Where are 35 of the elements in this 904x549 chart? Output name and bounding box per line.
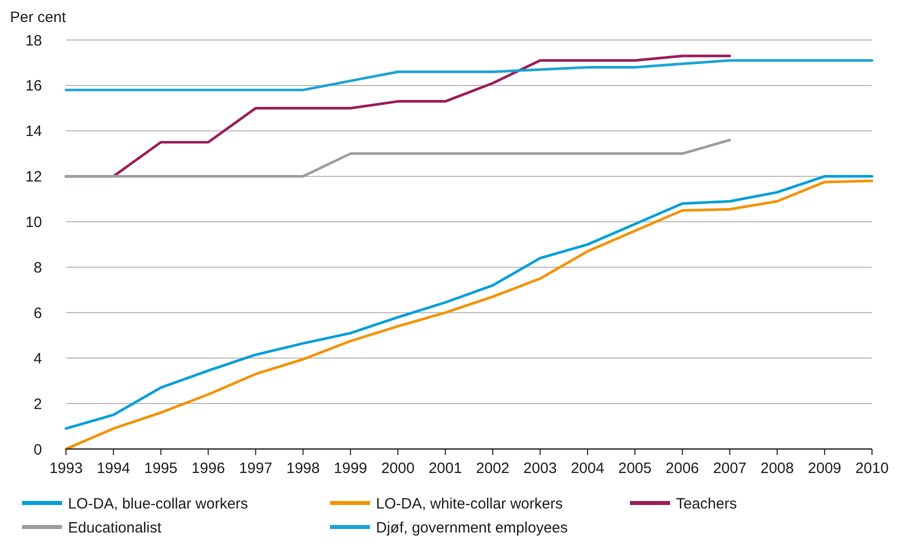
y-tick-label: 4: [34, 350, 42, 368]
legend-label: Djøf, government employees: [376, 519, 568, 536]
x-tick-label: 2008: [760, 460, 794, 477]
x-tick-label: 2004: [570, 460, 604, 477]
x-tick-label: 2009: [808, 460, 842, 477]
y-tick-label: 14: [25, 123, 42, 140]
y-axis-title: Per cent: [10, 9, 67, 26]
line-series: [64, 59, 874, 92]
x-tick-label: 1994: [96, 460, 130, 477]
y-tick-label: 10: [25, 214, 42, 232]
y-tick-label: 6: [34, 304, 42, 322]
x-tick-label: 1999: [334, 460, 368, 477]
x-tick-label: 2005: [618, 460, 652, 477]
x-tick-label: 2000: [381, 460, 415, 477]
x-tick-label: 1997: [238, 460, 272, 477]
x-tick-label: 1993: [49, 460, 83, 477]
x-tick-label: 2002: [476, 460, 510, 477]
legend-label: LO-DA, white-collar workers: [376, 495, 563, 512]
legend-label: LO-DA, blue-collar workers: [68, 495, 248, 512]
y-tick-label: 18: [25, 32, 42, 50]
legend-label: Teachers: [676, 495, 737, 512]
x-tick-label: 1996: [192, 460, 225, 477]
y-tick-label: 0: [34, 441, 42, 458]
x-tick-label: 2003: [523, 460, 557, 477]
legend-label: Educationalist: [68, 519, 162, 536]
x-tick-label: 1995: [144, 460, 178, 477]
x-tick-label: 1998: [286, 460, 320, 477]
y-tick-label: 8: [34, 259, 42, 276]
x-tick-label: 2001: [428, 460, 462, 477]
y-tick-label: 2: [34, 396, 42, 413]
y-tick-label: 16: [25, 78, 42, 95]
x-tick-label: 2006: [666, 460, 700, 477]
y-tick-label: 12: [25, 168, 42, 186]
x-tick-label: 2010: [855, 460, 889, 477]
x-tick-label: 2007: [713, 460, 746, 477]
